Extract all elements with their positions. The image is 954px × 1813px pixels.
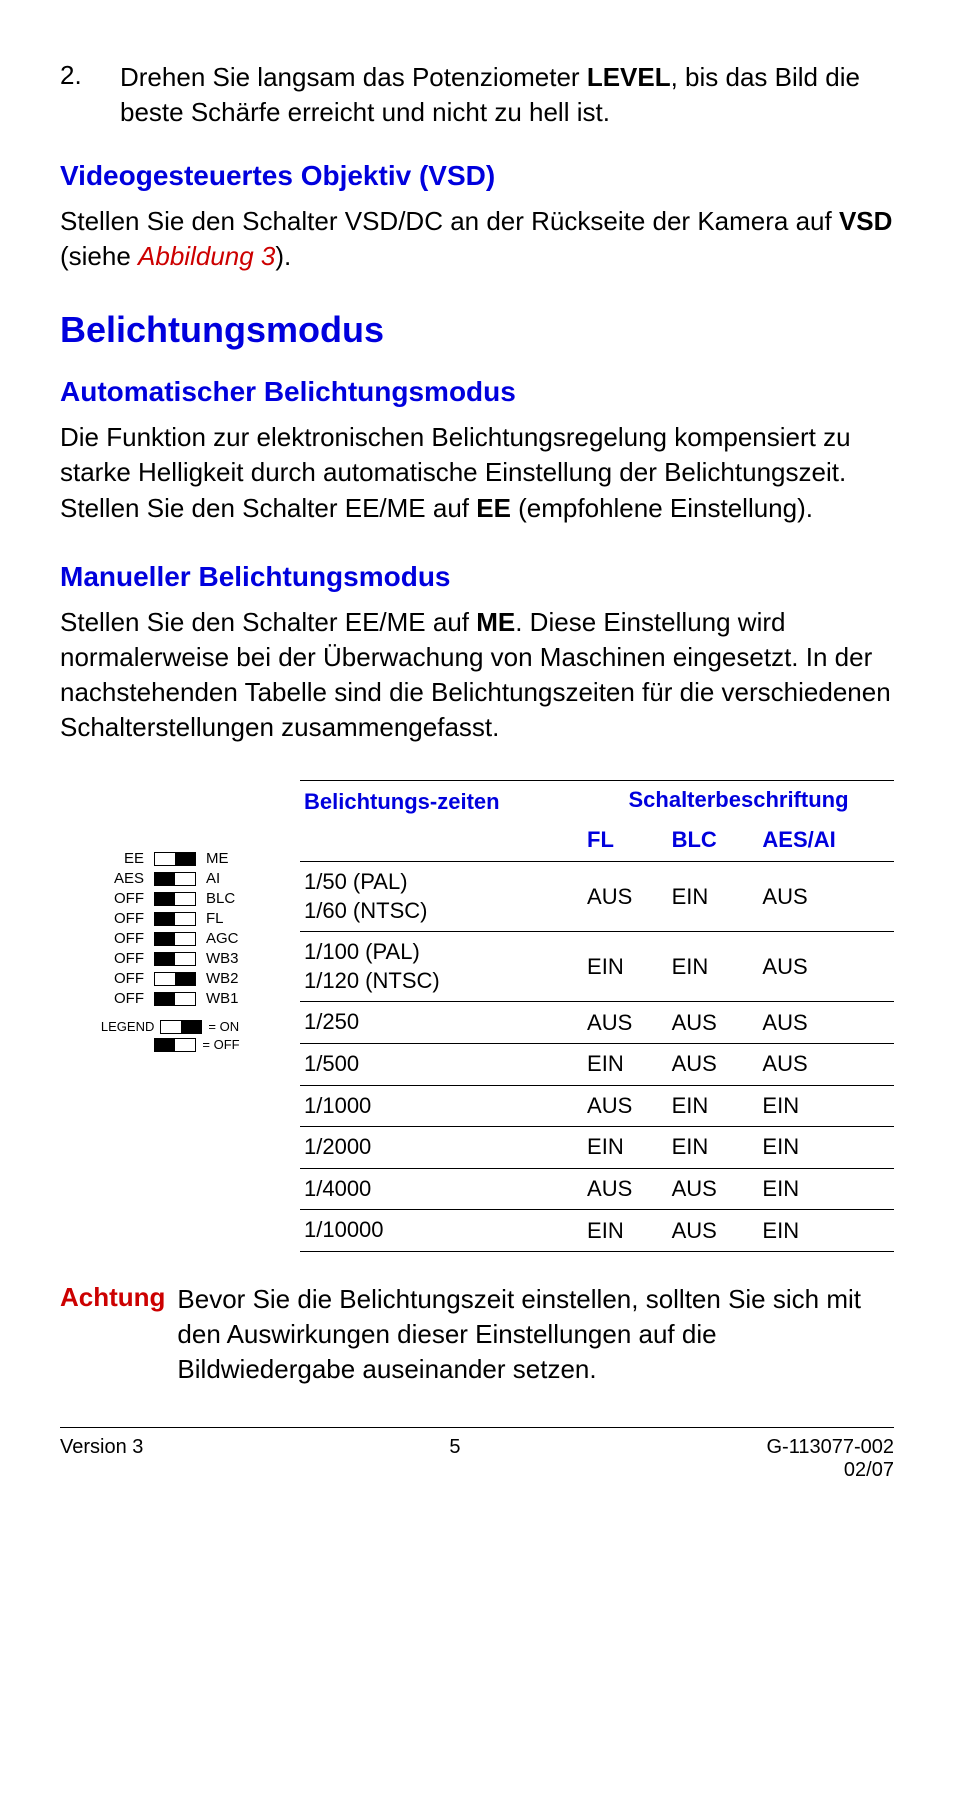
col-header-aes: AES/AI (758, 819, 894, 862)
switch-icon (154, 952, 196, 966)
exposure-table: Belichtungs-zeiten Schalterbeschriftung … (300, 780, 894, 1252)
table-row: 1/2000EINEINEIN (300, 1127, 894, 1169)
warning-text: Bevor Sie die Belichtungszeit einstellen… (177, 1282, 894, 1387)
col-header-fl: FL (583, 819, 668, 862)
switch-row: OFFBLC (60, 890, 280, 907)
table-row: 1/10000EINAUSEIN (300, 1210, 894, 1252)
figure-link[interactable]: Abbildung 3 (138, 241, 275, 271)
main-heading: Belichtungsmodus (60, 309, 894, 351)
numbered-step: 2. Drehen Sie langsam das Potenziometer … (60, 60, 894, 130)
footer-docnum: G-113077-002 02/07 (766, 1436, 894, 1482)
group-header: Schalterbeschriftung (583, 781, 894, 820)
table-row: 1/100 (PAL)1/120 (NTSC)EINEINAUS (300, 932, 894, 1002)
vsd-paragraph: Stellen Sie den Schalter VSD/DC an der R… (60, 204, 894, 274)
footer-page: 5 (449, 1436, 460, 1482)
auto-heading: Automatischer Belichtungsmodus (60, 376, 894, 408)
warning-note: Achtung Bevor Sie die Belichtungszeit ei… (60, 1282, 894, 1387)
table-row: 1/4000AUSAUSEIN (300, 1168, 894, 1210)
switch-icon (154, 852, 196, 866)
switch-row: OFFAGC (60, 930, 280, 947)
switch-row: OFFWB1 (60, 990, 280, 1007)
auto-paragraph: Die Funktion zur elektronischen Belichtu… (60, 420, 894, 525)
col-header-blc: BLC (668, 819, 759, 862)
footer-version: Version 3 (60, 1436, 143, 1482)
auto-section: Automatischer Belichtungsmodus Die Funkt… (60, 376, 894, 525)
switch-diagram: EEME AESAI OFFBLC OFFFL OFFAGC OFFWB3 OFFWB2 OF… (60, 780, 280, 1252)
switch-icon (154, 992, 196, 1006)
warning-label: Achtung (60, 1282, 165, 1387)
switch-icon (154, 932, 196, 946)
switch-icon (154, 892, 196, 906)
switch-row: OFFWB2 (60, 970, 280, 987)
vsd-section: Videogesteuertes Objektiv (VSD) Stellen … (60, 160, 894, 274)
switch-icon (154, 872, 196, 886)
table-row: 1/250AUSAUSAUS (300, 1002, 894, 1044)
switch-icon (154, 912, 196, 926)
table-row: 1/1000AUSEINEIN (300, 1085, 894, 1127)
step-number: 2. (60, 60, 120, 130)
table-row: 1/500EINAUSAUS (300, 1044, 894, 1086)
page-footer: Version 3 5 G-113077-002 02/07 (60, 1427, 894, 1482)
switch-row: OFFWB3 (60, 950, 280, 967)
switch-legend: LEGEND= ON= OFF (60, 1019, 280, 1052)
col-header-exposure: Belichtungs-zeiten (300, 781, 583, 862)
manual-heading: Manueller Belichtungsmodus (60, 561, 894, 593)
manual-section: Manueller Belichtungsmodus Stellen Sie d… (60, 561, 894, 745)
step-text: Drehen Sie langsam das Potenziometer LEV… (120, 60, 894, 130)
table-row: 1/50 (PAL)1/60 (NTSC)AUSEINAUS (300, 862, 894, 932)
manual-paragraph: Stellen Sie den Schalter EE/ME auf ME. D… (60, 605, 894, 745)
switch-row: AESAI (60, 870, 280, 887)
switch-row: OFFFL (60, 910, 280, 927)
switch-icon (154, 972, 196, 986)
table-area: EEME AESAI OFFBLC OFFFL OFFAGC OFFWB3 OFFWB2 OF… (60, 780, 894, 1252)
vsd-heading: Videogesteuertes Objektiv (VSD) (60, 160, 894, 192)
switch-row: EEME (60, 850, 280, 867)
